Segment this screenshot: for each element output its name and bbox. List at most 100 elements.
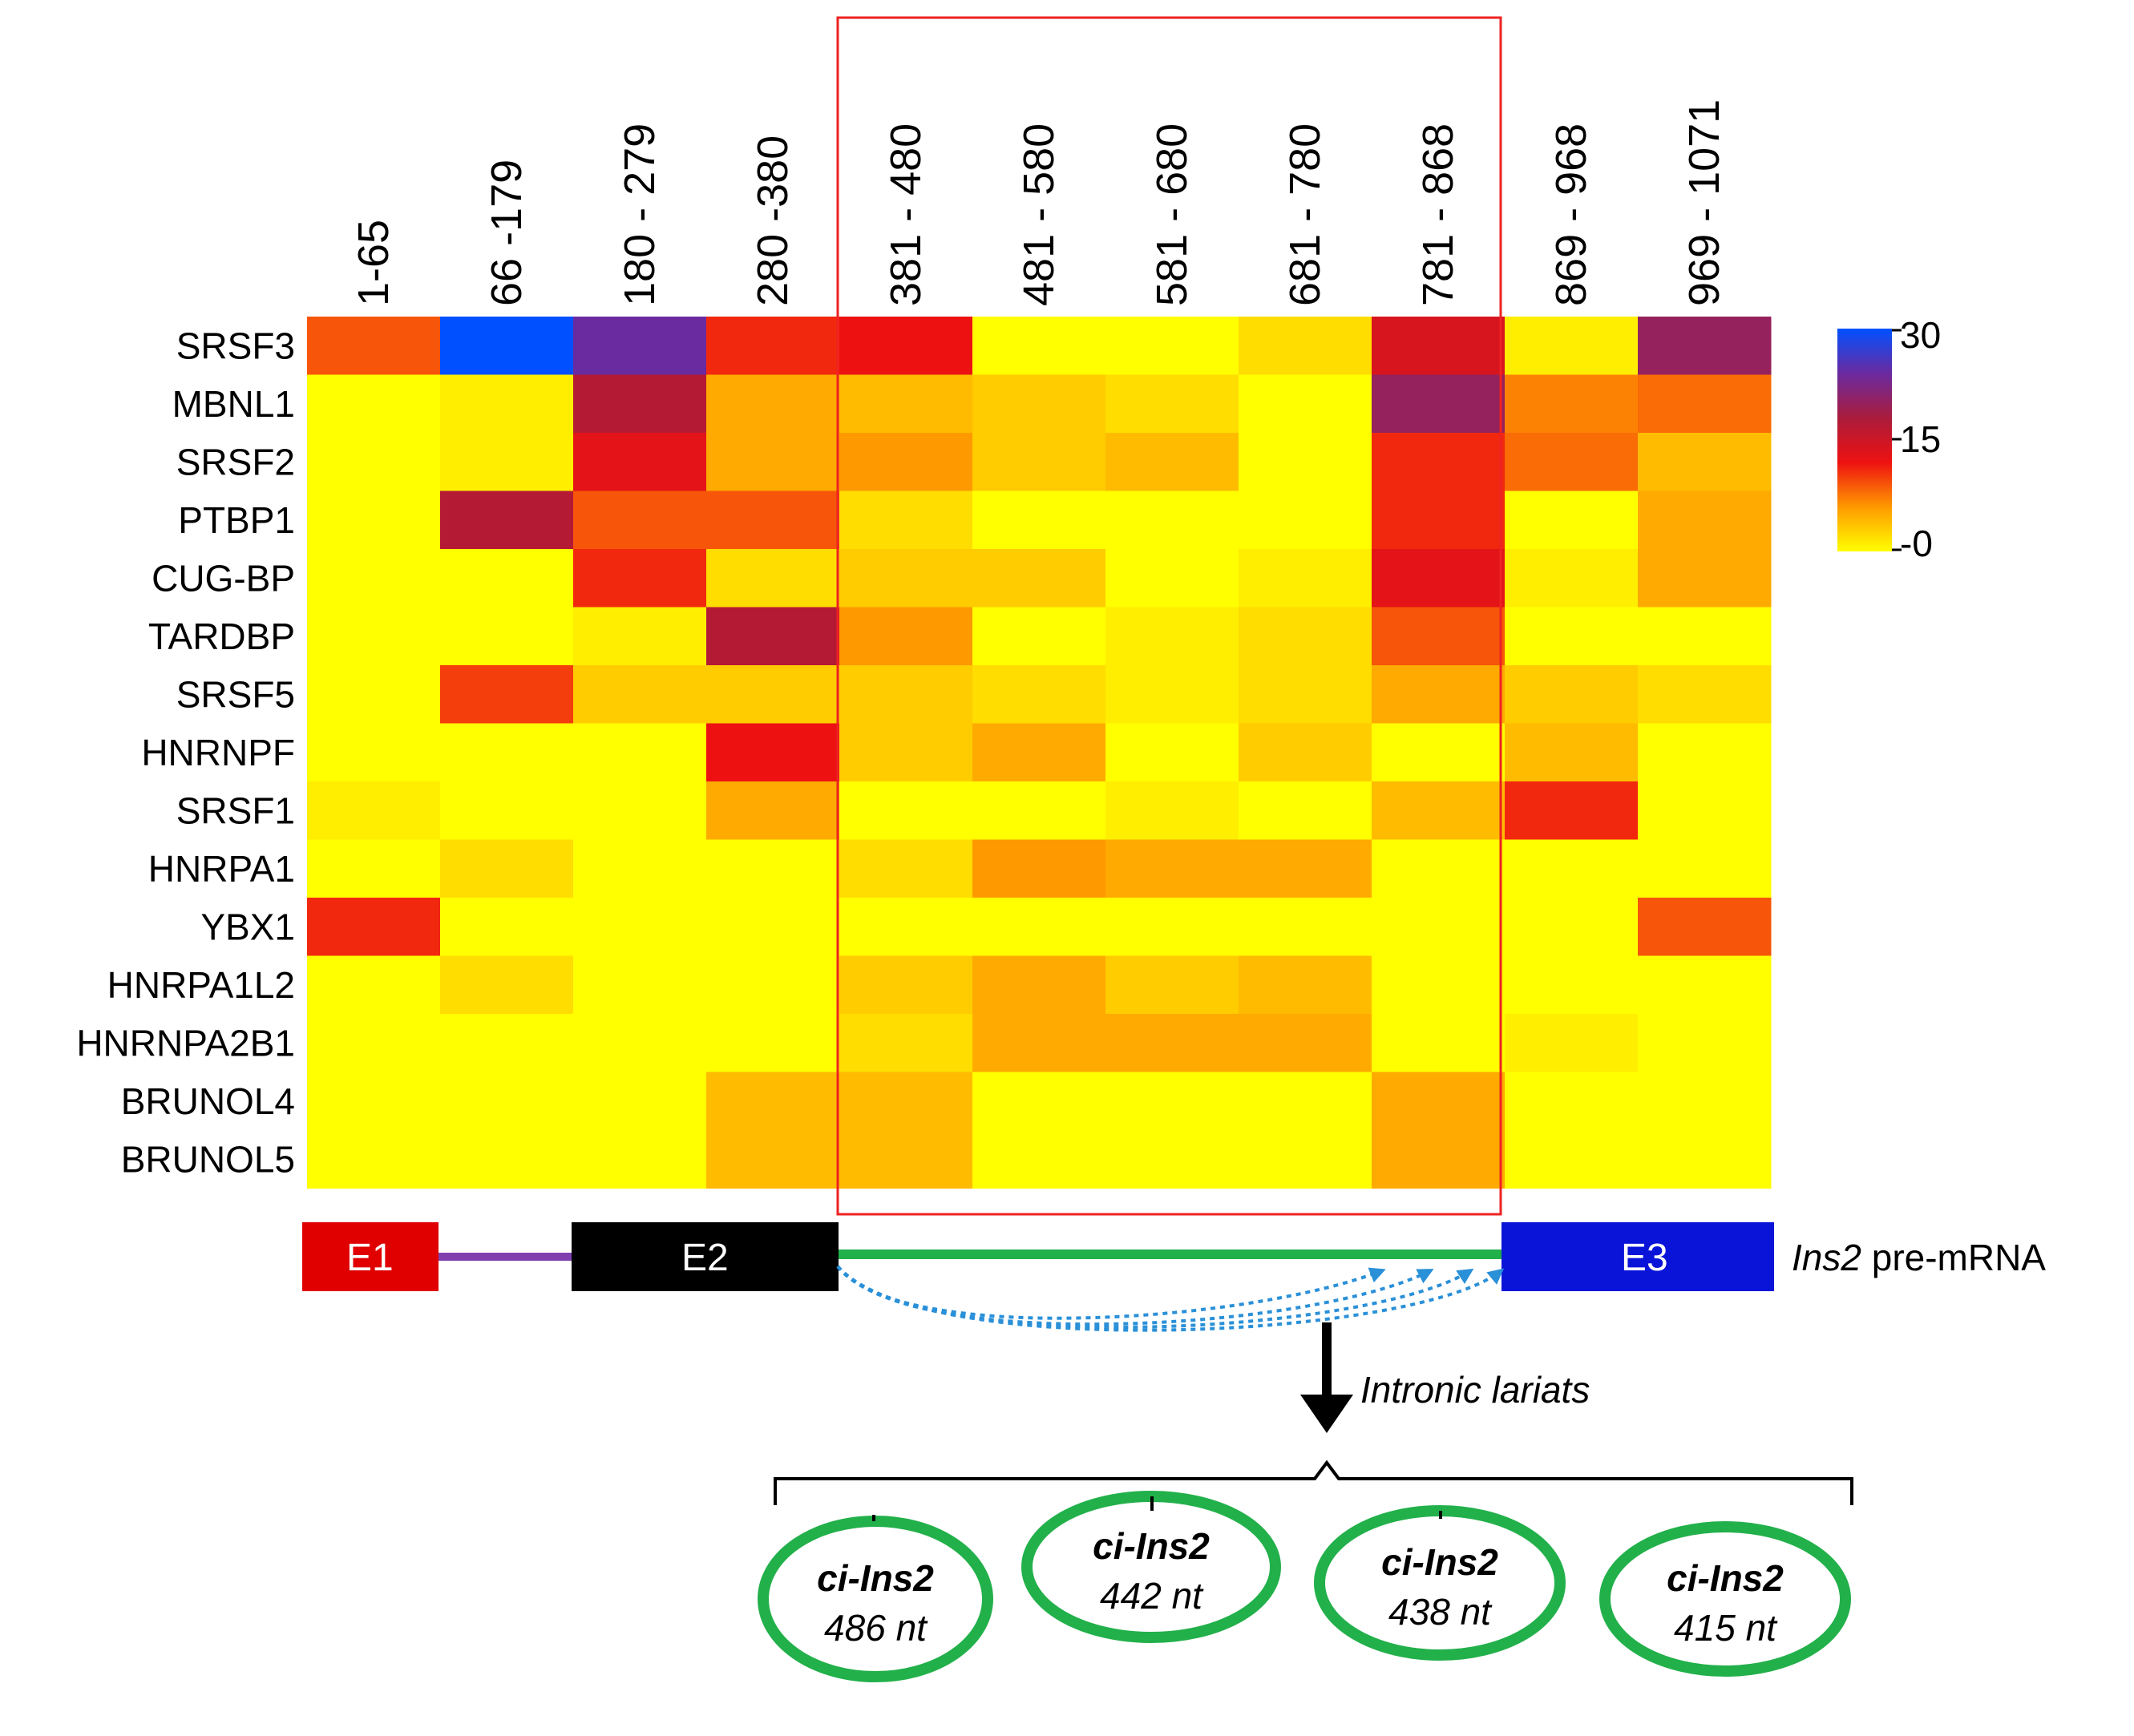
heatmap-cell — [1105, 839, 1239, 898]
heatmap-cell — [1638, 1072, 1772, 1131]
heatmap-cell — [440, 374, 574, 434]
circrna-name: ci-Ins2 — [817, 1557, 934, 1599]
heatmap-cell — [1505, 317, 1639, 375]
heatmap-cell — [1105, 723, 1239, 782]
heatmap-cell — [706, 549, 840, 608]
row-label: PTBP1 — [178, 499, 295, 541]
column-label: 280 -380 — [749, 135, 797, 306]
heatmap-cell — [972, 607, 1106, 666]
heatmap-cell — [440, 955, 574, 1015]
gene-suffix: pre-mRNA — [1861, 1237, 2046, 1278]
heatmap-cell — [440, 839, 574, 898]
heatmap-cell — [1239, 898, 1372, 956]
heatmap-cell — [307, 723, 441, 782]
exon-e2-label: E2 — [681, 1237, 729, 1279]
colorbar-tick-label: -0 — [1900, 523, 1933, 564]
heatmap-cell — [972, 723, 1106, 782]
heatmap-cell — [573, 665, 707, 724]
heatmap-cell — [1638, 955, 1772, 1015]
heatmap-cell — [1638, 374, 1772, 434]
circrna-size: 415 nt — [1674, 1607, 1778, 1649]
row-label: SRSF3 — [176, 325, 295, 366]
heatmap-cell — [706, 898, 840, 956]
circrna-name: ci-Ins2 — [1093, 1525, 1210, 1567]
colorbar — [1837, 329, 1892, 551]
heatmap-cell — [1239, 839, 1372, 898]
heatmap-cell — [1638, 1014, 1772, 1072]
heatmap-cell — [972, 1130, 1106, 1189]
gene-label: Ins2 pre-mRNA — [1792, 1237, 2046, 1278]
heatmap-cell — [1505, 491, 1639, 550]
heatmap-cell — [440, 1130, 574, 1189]
bracket — [774, 1459, 1853, 1505]
heatmap-cell — [972, 433, 1106, 491]
heatmap-cell — [307, 955, 441, 1015]
column-labels: 1-65 66 -179 180 - 279 280 -380 381 - 480 481… — [350, 99, 1728, 306]
colorbar-tick-label: 30 — [1900, 314, 1941, 356]
heatmap-cell — [706, 1130, 840, 1189]
heatmap-cell — [307, 1072, 441, 1131]
heatmap-cell — [839, 607, 973, 666]
column-label: 1-65 — [350, 220, 398, 306]
heatmap-cell — [307, 607, 441, 666]
heatmap-cell — [972, 665, 1106, 724]
row-label: HNRPA1L2 — [107, 964, 295, 1006]
heatmap-cell — [1105, 1130, 1239, 1189]
heatmap-cell — [1105, 374, 1239, 434]
exon-e3 — [1501, 1222, 1774, 1291]
circrna-name: ci-Ins2 — [1667, 1557, 1784, 1599]
heatmap-cell — [839, 549, 973, 608]
heatmap-cell — [440, 1072, 574, 1131]
heatmap-cell — [1372, 374, 1506, 434]
heatmap-cell — [1505, 1014, 1639, 1072]
heatmap-cells — [307, 317, 1772, 1189]
column-label: 381 - 480 — [882, 123, 930, 306]
heatmap-cell — [972, 1014, 1106, 1072]
heatmap-cell — [839, 781, 973, 840]
circrna-circle — [758, 1516, 993, 1682]
heatmap-cell — [972, 317, 1106, 375]
row-labels: SRSF3 MBNL1 SRSF2 PTBP1 CUG-BP TARDBP SRSF5 HNR… — [76, 325, 295, 1180]
heatmap-cell — [839, 433, 973, 491]
heatmap-cell — [440, 433, 574, 491]
heatmap-cell — [839, 1130, 973, 1189]
heatmap-cell — [1105, 1072, 1239, 1131]
column-label: 180 - 279 — [616, 123, 664, 306]
heatmap-cell — [1372, 723, 1506, 782]
column-label: 869 - 968 — [1547, 123, 1595, 306]
heatmap-cell — [573, 1072, 707, 1131]
heatmap-cell — [307, 1130, 441, 1189]
heatmap-cell — [1638, 1130, 1772, 1189]
exon-e1-label: E1 — [346, 1237, 394, 1279]
heatmap-cell — [573, 607, 707, 666]
heatmap-cell — [1505, 723, 1639, 782]
heatmap-cell — [573, 898, 707, 956]
heatmap-cell — [1505, 607, 1639, 666]
heatmap-cell — [972, 781, 1106, 840]
heatmap-cell — [440, 898, 574, 956]
gene-diagram: E1 E2 E3 Ins2 pre-mRNA — [302, 1222, 2046, 1291]
lariat-arc — [836, 1265, 1386, 1320]
heatmap-cell — [1505, 898, 1639, 956]
heatmap-cell — [573, 1014, 707, 1072]
heatmap-cell — [1239, 781, 1372, 840]
row-label: HNRPA1 — [148, 848, 295, 890]
heatmap-cell — [1505, 955, 1639, 1015]
heatmap-cell — [1638, 665, 1772, 724]
heatmap-cell — [1638, 898, 1772, 956]
heatmap-cell — [1638, 839, 1772, 898]
heatmap-cell — [706, 723, 840, 782]
row-label: TARDBP — [148, 616, 295, 657]
heatmap-cell — [1372, 781, 1506, 840]
lariat-arc — [836, 1265, 1505, 1332]
circrna-size: 438 nt — [1388, 1591, 1493, 1633]
heatmap-cell — [706, 317, 840, 375]
heatmap-cell — [1239, 491, 1372, 550]
heatmap-cell — [839, 955, 973, 1015]
heatmap-cell — [1505, 781, 1639, 840]
circrna-circle — [1314, 1505, 1566, 1661]
heatmap-cell — [1105, 607, 1239, 666]
lariat-arcs — [836, 1265, 1505, 1332]
heatmap-cell — [1372, 607, 1506, 666]
